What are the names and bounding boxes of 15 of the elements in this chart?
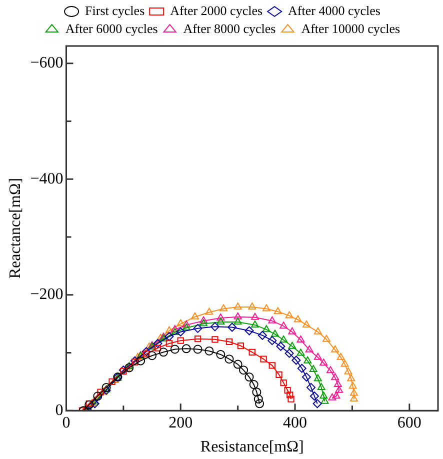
legend-label: After 10000 cycles: [301, 20, 400, 36]
y-tick-label: 0: [55, 402, 64, 419]
y-tick-label: −600: [30, 54, 64, 72]
legend-label: After 6000 cycles: [65, 20, 158, 36]
legend-label: First cycles: [85, 2, 145, 18]
legend-label: After 4000 cycles: [288, 2, 380, 18]
legend-label: After 8000 cycles: [183, 20, 276, 36]
x-tick-label: 400: [283, 414, 308, 432]
legend-label: After 2000 cycles: [170, 2, 263, 18]
x-tick-label: 600: [397, 414, 422, 432]
y-tick-label: −200: [30, 286, 64, 304]
x-axis-title: Resistance[mΩ]: [200, 438, 304, 456]
y-axis-title: Reactance[mΩ]: [6, 178, 24, 279]
y-tick-label: −400: [30, 170, 64, 188]
x-tick-label: 200: [168, 414, 193, 432]
